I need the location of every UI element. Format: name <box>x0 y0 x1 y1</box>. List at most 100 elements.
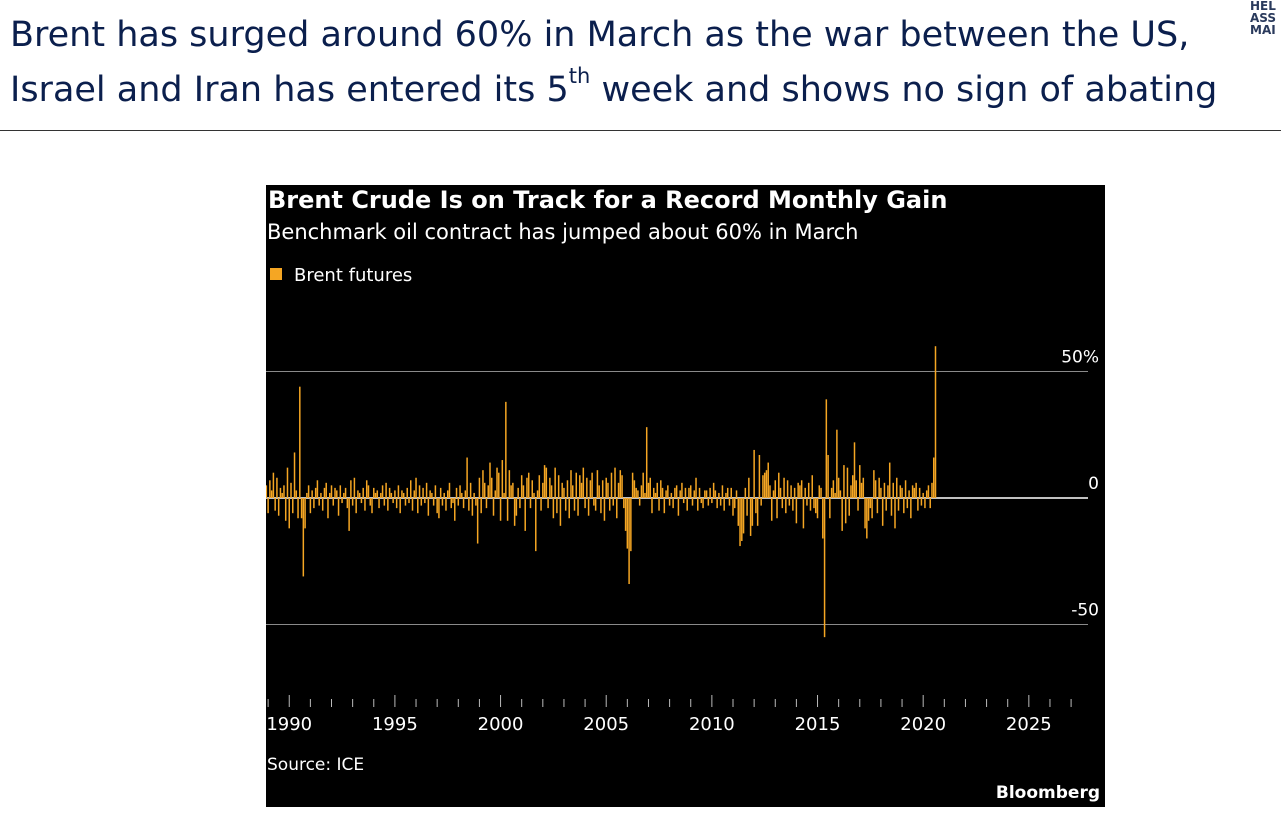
bar <box>300 498 303 519</box>
bar <box>438 498 440 519</box>
bar <box>371 498 373 514</box>
bar <box>846 467 849 498</box>
headline-line-2-end: week and shows no sign of abating <box>590 70 1218 110</box>
bar <box>786 480 789 498</box>
bar <box>307 485 310 498</box>
bar <box>718 492 720 498</box>
bar <box>839 490 842 498</box>
bar <box>313 498 315 509</box>
bar <box>626 498 629 549</box>
bar <box>549 477 551 498</box>
bar <box>348 498 350 531</box>
bar <box>510 485 512 498</box>
bar <box>441 498 444 506</box>
bar <box>744 487 747 498</box>
bar <box>874 480 877 498</box>
bar <box>276 477 278 498</box>
bar <box>878 477 880 498</box>
bar <box>653 487 655 498</box>
bar <box>890 498 893 516</box>
bar <box>550 485 553 498</box>
bar <box>452 498 454 504</box>
bar <box>378 498 380 509</box>
bar <box>292 498 294 514</box>
bar <box>614 467 616 498</box>
chart-canvas: Brent Crude Is on Track for a Record Mon… <box>266 186 1100 803</box>
bar <box>464 490 467 498</box>
bar <box>431 492 433 498</box>
bar <box>513 498 516 526</box>
bar <box>689 485 692 498</box>
bar <box>793 487 796 498</box>
bar <box>684 487 687 498</box>
bar <box>475 498 477 506</box>
bar <box>582 467 585 498</box>
bar <box>410 480 412 498</box>
bar <box>760 498 762 506</box>
bar <box>406 487 408 498</box>
bar <box>897 498 900 511</box>
bar <box>922 492 924 498</box>
bar <box>896 477 898 498</box>
bar <box>367 485 370 498</box>
bar <box>917 498 919 511</box>
bar <box>924 498 926 509</box>
bar <box>478 477 481 498</box>
bar <box>591 472 593 498</box>
bar <box>295 490 298 498</box>
bar <box>390 492 393 498</box>
bar <box>350 480 352 498</box>
company-logo: HEL ASS MAI <box>1250 0 1281 48</box>
bar <box>612 498 614 506</box>
bar <box>323 487 326 498</box>
bar <box>373 487 375 498</box>
bar <box>607 482 609 498</box>
bar <box>480 498 482 514</box>
bar <box>756 498 759 526</box>
bar <box>772 490 775 498</box>
bar <box>376 490 379 498</box>
bar <box>827 454 829 498</box>
bar <box>815 498 817 514</box>
bar <box>866 498 868 539</box>
bar <box>855 480 858 498</box>
bar <box>672 498 674 509</box>
bar <box>644 492 646 498</box>
bar <box>402 492 405 498</box>
bar <box>728 498 731 506</box>
bar <box>601 480 604 498</box>
bar <box>309 498 312 514</box>
logo-line-2: ASS <box>1250 11 1277 25</box>
headline-line-1: Brent has surged around 60% in March as … <box>10 15 1190 55</box>
bar <box>841 498 843 531</box>
headline-line-2-start: Israel and Iran has entered its 5 <box>10 70 569 110</box>
bar <box>677 498 680 516</box>
bar <box>492 498 495 516</box>
bar <box>767 462 769 498</box>
bar <box>790 485 792 498</box>
bar <box>913 487 916 498</box>
bar <box>741 498 743 542</box>
bar <box>598 485 600 498</box>
bar <box>482 470 484 498</box>
bar <box>795 498 798 524</box>
bar <box>619 470 622 498</box>
bar <box>547 498 549 509</box>
bar <box>572 485 574 498</box>
bar <box>633 480 636 498</box>
bar <box>698 487 701 498</box>
bar <box>894 498 896 529</box>
bar <box>311 490 313 498</box>
bar <box>527 472 530 498</box>
x-tick-label: 2015 <box>795 714 841 735</box>
bar <box>272 472 275 498</box>
bar <box>344 487 347 498</box>
slide-headline: Brent has surged around 60% in March as … <box>10 8 1260 118</box>
bar <box>709 487 711 498</box>
x-tick-label: 1990 <box>266 714 312 735</box>
bar <box>675 485 678 498</box>
bar <box>818 485 821 498</box>
bar <box>695 477 697 498</box>
bar <box>535 498 537 552</box>
bar <box>934 346 937 498</box>
